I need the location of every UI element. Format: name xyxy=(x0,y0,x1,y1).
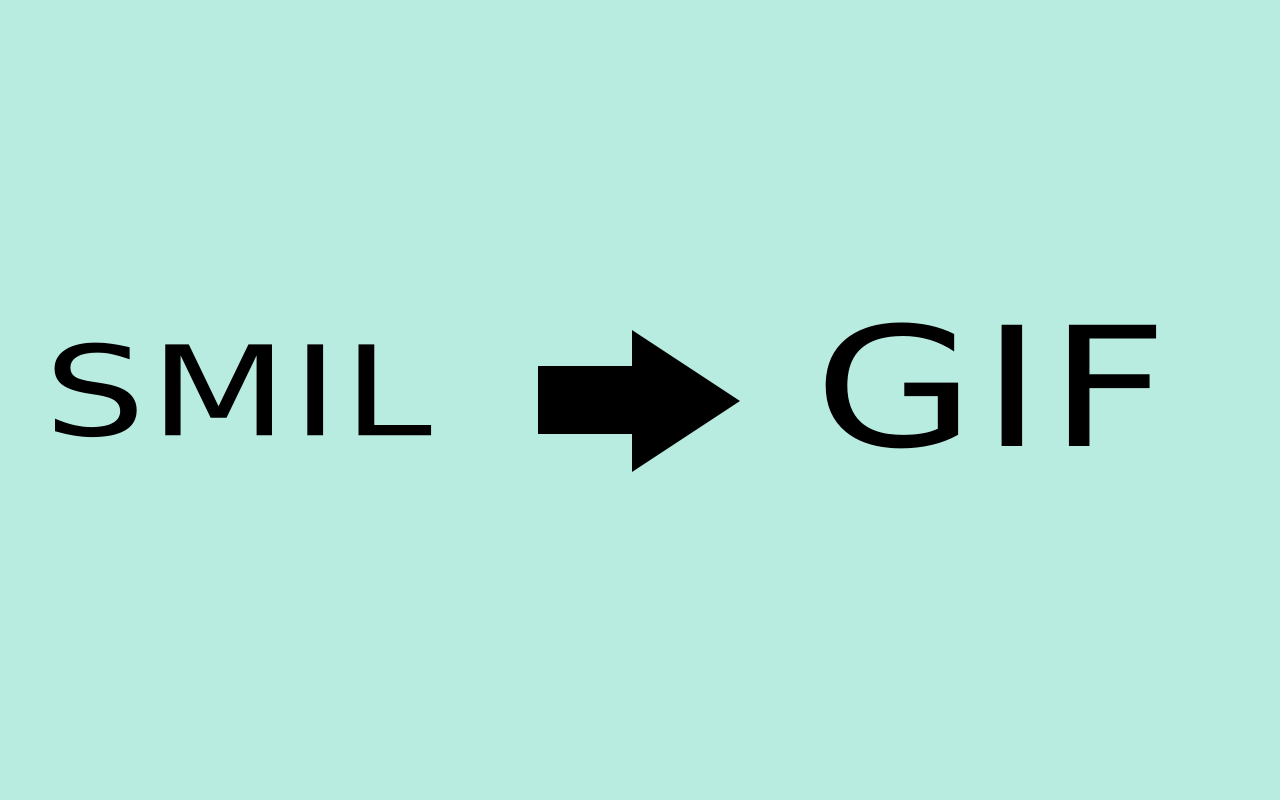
target-format-label: GIF xyxy=(814,292,1175,486)
right-arrow-icon xyxy=(538,330,740,472)
source-format-label: SMIL xyxy=(44,319,436,465)
